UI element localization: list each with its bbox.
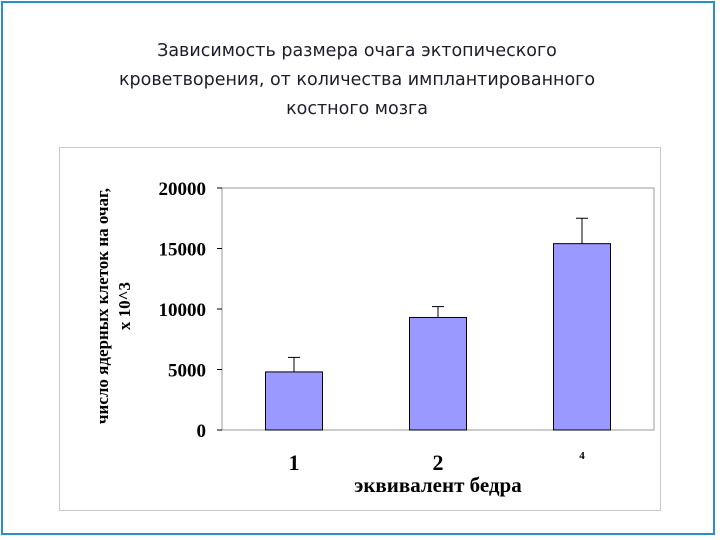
title-line-2: кроветворения, от количества имплантиров… bbox=[118, 70, 596, 90]
y-axis-title-line: число ядерных клеток на очаг, bbox=[93, 188, 112, 424]
y-tick-label: 10000 bbox=[159, 300, 207, 321]
x-axis-title: эквивалент бедра bbox=[354, 473, 522, 497]
y-tick-label: 0 bbox=[197, 421, 207, 442]
slide-title: Зависимость размера очага эктопического … bbox=[43, 37, 671, 124]
x-category-label: 4 bbox=[579, 450, 585, 462]
y-axis-title: число ядерных клеток на очаг, x 10^3 bbox=[93, 188, 134, 424]
title-line-1: Зависимость размера очага эктопического bbox=[157, 41, 557, 61]
bar bbox=[553, 243, 611, 431]
bar bbox=[409, 316, 467, 431]
y-tick-label: 5000 bbox=[168, 361, 206, 382]
y-axis-title-line: x 10^3 bbox=[115, 282, 134, 330]
title-line-3: костного мозга bbox=[286, 99, 428, 119]
x-category-label: 1 bbox=[289, 450, 300, 475]
y-tick-label: 20000 bbox=[159, 179, 207, 200]
x-category-label: 2 bbox=[433, 450, 444, 475]
bar bbox=[265, 371, 323, 431]
y-tick-label: 15000 bbox=[159, 240, 207, 261]
